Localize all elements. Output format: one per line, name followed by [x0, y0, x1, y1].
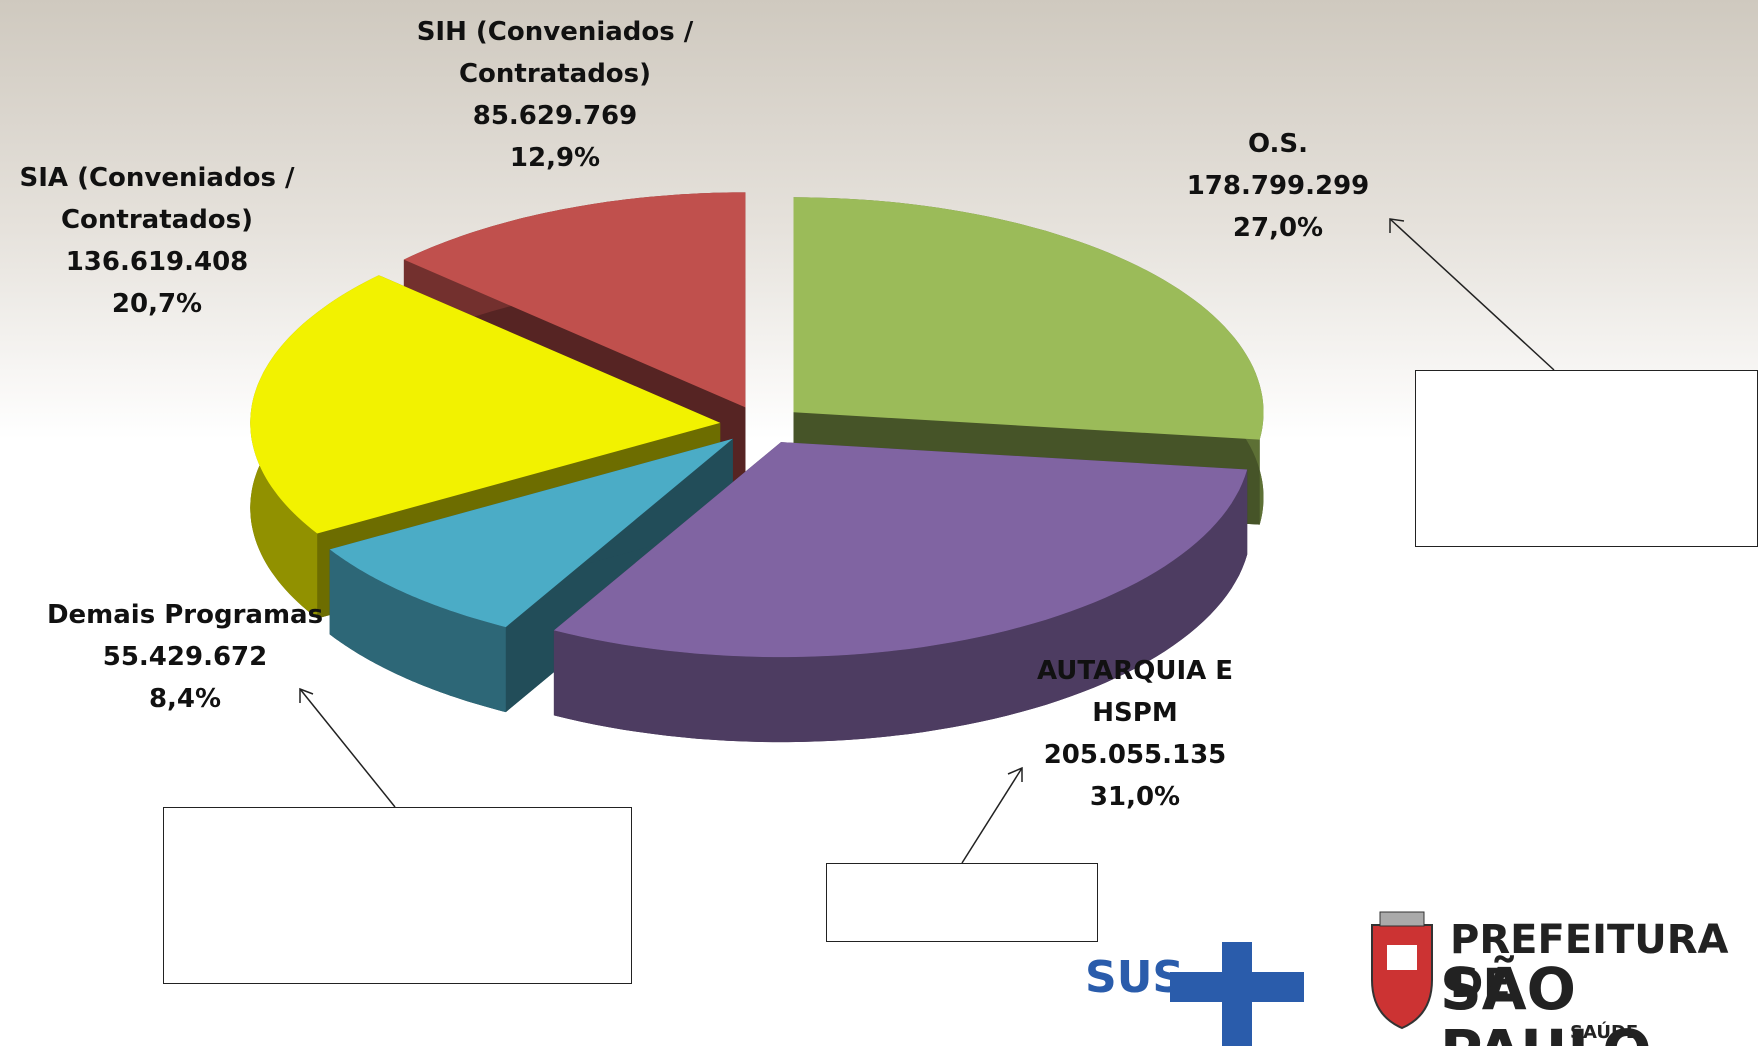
- slide: SUS PREFEITURA DE SÃO PAULO SAÚDE O.S.17…: [0, 0, 1758, 1046]
- category-label: SIH (Conveniados / Contratados): [395, 11, 715, 95]
- sus-cross: [1170, 942, 1304, 1046]
- percent-label: 27,0%: [1148, 207, 1408, 249]
- category-label: SIA (Conveniados / Contratados): [0, 157, 317, 241]
- callout-box: [163, 807, 632, 984]
- percent-label: 12,9%: [395, 137, 715, 179]
- percent-label: 20,7%: [0, 283, 317, 325]
- slice-label: SIH (Conveniados / Contratados)85.629.76…: [395, 11, 715, 179]
- callout-box: [826, 863, 1098, 942]
- percent-label: 8,4%: [25, 678, 345, 720]
- callout-line: [1390, 219, 1554, 370]
- department-logo: SAÚDE: [1570, 1022, 1638, 1043]
- category-label: Demais Programas: [25, 594, 345, 636]
- value-label: 55.429.672: [25, 636, 345, 678]
- sus-logo: SUS: [1085, 952, 1184, 1003]
- value-label: 136.619.408: [0, 241, 317, 283]
- category-label: AUTARQUIA E HSPM: [1005, 650, 1265, 734]
- value-label: 205.055.135: [1005, 734, 1265, 776]
- callout-box: [1415, 370, 1758, 547]
- percent-label: 31,0%: [1005, 776, 1265, 818]
- value-label: 178.799.299: [1148, 165, 1408, 207]
- category-label: O.S.: [1148, 123, 1408, 165]
- value-label: 85.629.769: [395, 95, 715, 137]
- crest: [1372, 912, 1432, 1028]
- slice-label: SIA (Conveniados / Contratados)136.619.4…: [0, 157, 317, 325]
